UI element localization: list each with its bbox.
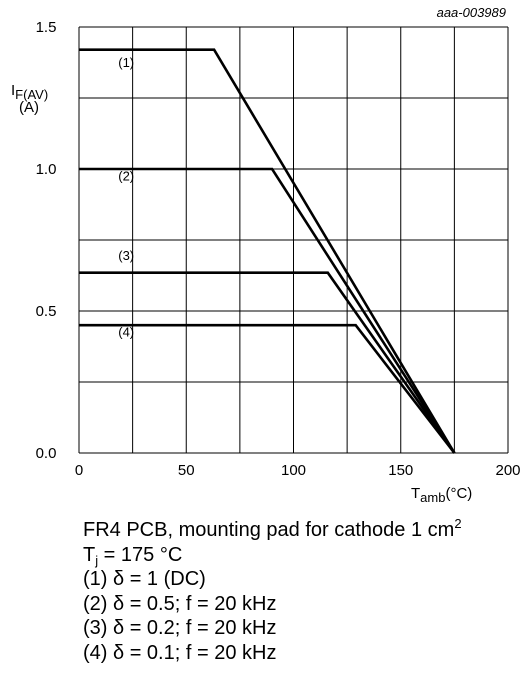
caption-line-3: (1) δ = 1 (DC) bbox=[83, 568, 206, 590]
series-line-4 bbox=[79, 323, 456, 454]
x-axis-label-sub: amb bbox=[420, 490, 445, 505]
series-labels: (1) (2) (3) (4) bbox=[118, 55, 134, 340]
series-label-4: (4) bbox=[118, 325, 134, 340]
x-axis-label-unit: (°C) bbox=[445, 485, 472, 502]
y-axis-label-sub: F(AV) bbox=[15, 87, 48, 102]
y-axis-unit: (A) bbox=[19, 99, 39, 116]
caption-line-1: FR4 PCB, mounting pad for cathode 1 cm2 bbox=[83, 516, 523, 543]
series-label-1: (1) bbox=[118, 55, 134, 70]
caption-tj-sub: j bbox=[95, 552, 99, 568]
x-tick-label-2: 100 bbox=[281, 462, 306, 479]
grid bbox=[78, 26, 509, 454]
caption-pcb-sup: 2 bbox=[454, 516, 462, 531]
y-tick-label-2: 1.0 bbox=[36, 161, 57, 178]
y-axis-label-main: I bbox=[11, 82, 15, 99]
caption-line-2: Tj = 175 °C bbox=[83, 543, 523, 568]
x-tick-label-3: 150 bbox=[388, 462, 413, 479]
y-axis-label: IF(AV) bbox=[11, 82, 48, 102]
y-tick-label-0: 0.0 bbox=[36, 445, 57, 462]
caption-tj-main: T bbox=[83, 543, 96, 566]
caption-pcb-text: FR4 PCB, mounting pad for cathode 1 cm bbox=[83, 519, 455, 541]
figure-id: aaa-003989 bbox=[437, 5, 506, 20]
caption-line-5: (3) δ = 0.2; f = 20 kHz bbox=[83, 617, 277, 639]
series-label-3: (3) bbox=[118, 248, 134, 263]
series-line-2 bbox=[79, 167, 456, 454]
x-tick-label-4: 200 bbox=[495, 462, 520, 479]
y-tick-label-3: 1.5 bbox=[36, 19, 57, 36]
series-line-1 bbox=[79, 48, 456, 454]
x-axis-label-main: T bbox=[411, 485, 420, 502]
caption-line-6: (4) δ = 0.1; f = 20 kHz bbox=[83, 641, 277, 664]
x-tick-labels: 0 50 100 150 200 bbox=[75, 462, 521, 479]
y-tick-label-1: 0.5 bbox=[36, 303, 57, 320]
x-axis-label: Tamb(°C) bbox=[411, 485, 472, 505]
series-line-3 bbox=[79, 271, 456, 454]
series-label-2: (2) bbox=[118, 168, 134, 183]
x-tick-label-1: 50 bbox=[178, 462, 195, 479]
caption-line-4: (2) δ = 0.5; f = 20 kHz bbox=[83, 592, 277, 615]
x-tick-label-0: 0 bbox=[75, 462, 83, 479]
caption-tj-rest: = 175 °C bbox=[98, 543, 183, 566]
derating-chart: aaa-003989 (1) (2) (3) (4) 0.0 0.5 1.0 1.5 0 50… bbox=[11, 5, 521, 505]
y-tick-labels: 0.0 0.5 1.0 1.5 bbox=[36, 19, 57, 462]
series-group bbox=[79, 48, 456, 454]
chart-caption: FR4 PCB, mounting pad for cathode 1 cm2 … bbox=[83, 516, 523, 665]
